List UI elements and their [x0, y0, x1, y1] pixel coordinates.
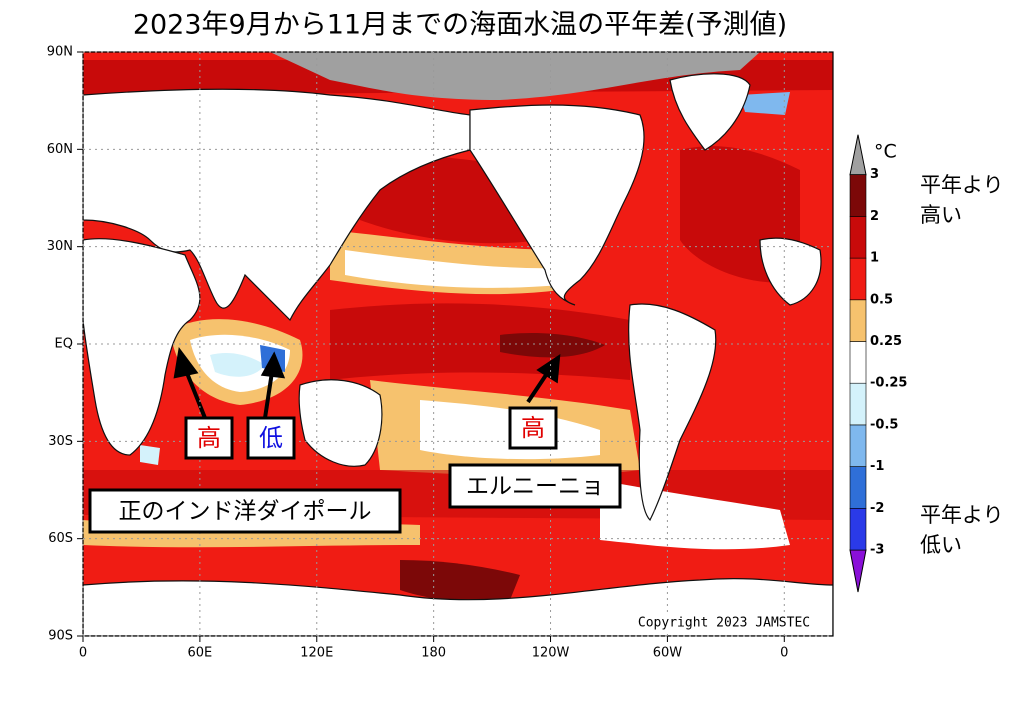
- annotation-box: [184, 416, 234, 460]
- x-tick-label: 60W: [653, 646, 683, 661]
- title: 2023年9月から11月までの海面水温の平年差(予測値): [133, 10, 787, 41]
- colorbar-segment: [849, 507, 867, 551]
- x-tick-label: 0: [780, 646, 788, 661]
- legend-note: 平年より: [920, 173, 1004, 197]
- annotation-box: [88, 488, 402, 534]
- colorbar-segment: [849, 341, 867, 384]
- x-tick-label: 120E: [300, 646, 333, 661]
- y-tick-label: 90S: [48, 629, 73, 644]
- colorbar-label: -1: [870, 459, 884, 474]
- annotation-box: [508, 406, 558, 450]
- colorbar-label: -3: [870, 543, 884, 558]
- colorbar-segment: [849, 174, 867, 217]
- colorbar-segment: [849, 466, 867, 509]
- colorbar-segment: [849, 299, 867, 342]
- x-tick-label: 0: [79, 646, 87, 661]
- colorbar-low-end: [849, 549, 867, 593]
- annotation: 高: [521, 414, 545, 442]
- annotation-box: [448, 463, 622, 509]
- legend-note: 平年より: [920, 503, 1004, 527]
- annotation: エルニーニョ: [466, 474, 604, 500]
- annotation: 低: [259, 424, 283, 452]
- copyright: Copyright 2023 JAMSTEC: [638, 616, 810, 631]
- legend-note: 高い: [920, 203, 962, 227]
- colorbar-segment: [849, 424, 867, 467]
- annotation-box: [246, 416, 296, 460]
- colorbar-label: 0.25: [870, 334, 902, 349]
- colorbar-label: 1: [870, 251, 879, 266]
- y-tick-label: 30N: [47, 239, 73, 254]
- annotation: 正のインド洋ダイポール: [119, 499, 372, 525]
- y-tick-label: 30S: [48, 434, 73, 449]
- copyright-bg: [620, 612, 828, 632]
- y-tick-label: 60S: [48, 531, 73, 546]
- y-tick-label: EQ: [55, 337, 73, 352]
- x-tick-label: 60E: [188, 646, 213, 661]
- colorbar-unit: °C: [874, 141, 897, 163]
- annotation: 高: [197, 424, 221, 452]
- colorbar-label: -2: [870, 501, 884, 516]
- x-tick-label: 120W: [532, 646, 570, 661]
- colorbar-segment: [849, 257, 867, 301]
- colorbar-label: -0.5: [870, 417, 898, 432]
- legend-note: 低い: [920, 533, 962, 557]
- colorbar-segment: [849, 216, 867, 259]
- colorbar-label: 2: [870, 209, 879, 224]
- x-tick-label: 180: [421, 646, 446, 661]
- colorbar-label: 0.5: [870, 292, 893, 307]
- colorbar-label: -0.25: [870, 376, 907, 391]
- y-tick-label: 90N: [47, 45, 73, 60]
- y-tick-label: 60N: [47, 142, 73, 157]
- colorbar-label: 3: [870, 167, 879, 182]
- colorbar-high-end: [849, 134, 867, 176]
- arrows: [173, 347, 561, 419]
- colorbar-segment: [849, 382, 867, 426]
